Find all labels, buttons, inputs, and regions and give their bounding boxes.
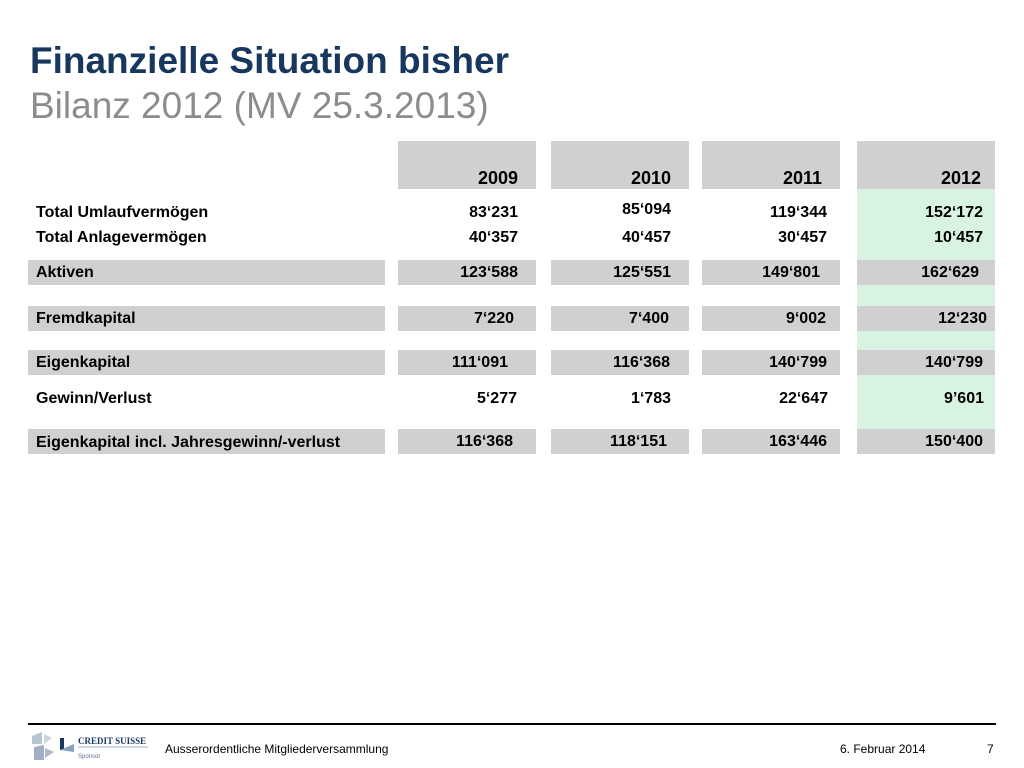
row-band: [857, 260, 995, 285]
table-cell: 149‘801: [762, 264, 820, 281]
page-title: Finanzielle Situation bisher: [30, 40, 510, 81]
row-band: [28, 350, 385, 375]
table-cell: 5‘277: [476, 390, 517, 407]
row-band: [398, 429, 536, 454]
logo-sub: Sponsor: [78, 754, 100, 760]
table-cell: 7‘400: [628, 310, 669, 327]
table-cell: 22‘647: [779, 390, 828, 407]
row-band: [551, 260, 689, 285]
row-label-eigenkapital-incl: Eigenkapital incl. Jahresgewinn/-verlust: [36, 434, 341, 451]
row-band: [857, 429, 995, 454]
row-label-umlaufvermoegen: Total Umlaufvermögen: [36, 204, 209, 221]
year-header-box: [398, 141, 536, 189]
table-cell: 30‘457: [778, 229, 827, 246]
table-cell: 85‘094: [622, 201, 671, 218]
row-label-anlagevermoegen: Total Anlagevermögen: [36, 229, 207, 246]
row-band: [551, 429, 689, 454]
row-band: [551, 350, 689, 375]
table-cell: 163‘446: [769, 433, 827, 450]
row-band: [28, 429, 385, 454]
year-header-2012: 2012: [940, 168, 981, 188]
table-cell: 162‘629: [921, 264, 979, 281]
row-label-aktiven: Aktiven: [36, 264, 94, 281]
row-band: [28, 306, 385, 331]
table-cell: 116‘368: [613, 354, 670, 371]
row-band: [398, 306, 536, 331]
row-band: [398, 350, 536, 375]
row-band: [398, 260, 536, 285]
row-band: [702, 429, 840, 454]
table-cell: 9’601: [943, 390, 984, 407]
row-band: [551, 306, 689, 331]
table-cell: 152‘172: [925, 204, 983, 221]
table-cell: 116‘368: [456, 433, 513, 450]
page-number: 7: [987, 742, 994, 756]
table-cell: 123‘588: [460, 264, 518, 281]
table-cell: 83‘231: [469, 204, 518, 221]
row-band: [702, 260, 840, 285]
table-cell: 140‘799: [769, 354, 827, 371]
table-cell: 140‘799: [925, 354, 983, 371]
row-band: [702, 306, 840, 331]
year-header-2010: 2010: [630, 168, 671, 188]
logo-wordmark: CREDIT SUISSE: [78, 736, 146, 746]
table-cell: 9‘002: [785, 310, 826, 327]
row-label-eigenkapital: Eigenkapital: [36, 354, 131, 371]
table-cell: 111‘091: [451, 354, 508, 371]
table-cell: 150‘400: [925, 433, 983, 450]
footer-divider: [28, 723, 996, 725]
row-band: [28, 260, 385, 285]
year-header-box: [551, 141, 689, 189]
table-cell: 7‘220: [473, 310, 514, 327]
credit-suisse-logo: CREDIT SUISSE Sponsor: [30, 730, 155, 762]
table-cell: 125‘551: [613, 264, 671, 281]
year-header-2011: 2011: [782, 168, 822, 188]
table-cell: 119‘344: [770, 204, 827, 221]
table-cell: 40‘357: [469, 229, 518, 246]
row-band: [702, 350, 840, 375]
row-band: [857, 306, 995, 331]
table-cell: 1‘783: [630, 390, 671, 407]
footer-meeting-name: Ausserordentliche Mitgliederversammlung: [165, 742, 389, 756]
row-label-fremdkapital: Fremdkapital: [36, 310, 136, 327]
table-cell: 12‘230: [938, 310, 987, 327]
year-header-box: [857, 141, 995, 189]
sails-logo-icon: CREDIT SUISSE Sponsor: [32, 732, 148, 760]
footer-date: 6. Februar 2014: [840, 742, 926, 756]
page-subtitle: Bilanz 2012 (MV 25.3.2013): [30, 85, 489, 126]
table-cell: 10‘457: [934, 229, 983, 246]
year-header-2009: 2009: [477, 168, 518, 188]
row-label-gewinn-verlust: Gewinn/Verlust: [36, 390, 152, 407]
year-header-box: [702, 141, 840, 189]
row-band: [857, 350, 995, 375]
table-cell: 40‘457: [622, 229, 671, 246]
table-cell: 118‘151: [610, 433, 667, 450]
